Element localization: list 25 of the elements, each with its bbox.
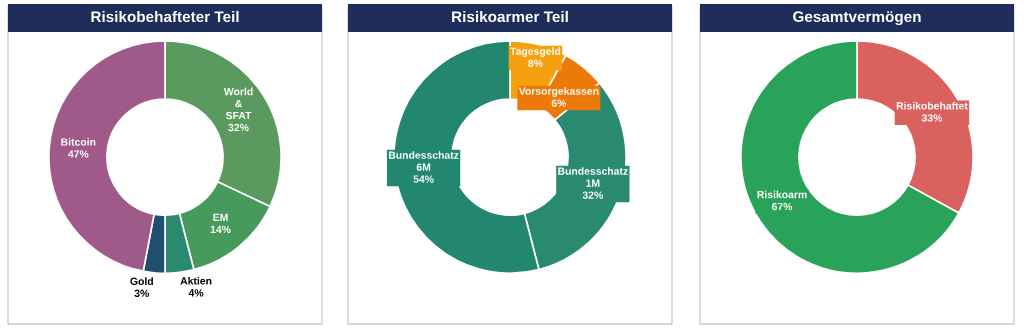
chart-title: Risikobehafteter Teil [91, 10, 239, 23]
data-label: 33% [921, 114, 943, 122]
slice-label: Bundesschatz 6M [388, 151, 459, 171]
data-label: 54% [413, 175, 434, 183]
chart-title: Gesamtvermögen [793, 11, 921, 26]
slice-label: Aktien [180, 276, 212, 285]
slice-label: Risikobehaftet [896, 101, 968, 110]
data-label: 32% [228, 123, 249, 132]
data-label: 6% [551, 99, 567, 107]
slice-label: Vorsorgekassen [518, 87, 599, 97]
slice-label: World & SFAT [223, 87, 253, 120]
data-label: 3% [134, 289, 150, 297]
chart-title: Risikoarmer Teil [452, 10, 568, 23]
slice-label: Risikoarm [757, 190, 807, 199]
slice-label: Bundesschatz 1M [558, 167, 628, 187]
data-label: 67% [771, 202, 793, 211]
data-label: 4% [188, 289, 204, 297]
data-label: 32% [582, 191, 603, 199]
slice-label: Tagesgeld [510, 47, 561, 57]
data-label: 14% [210, 225, 231, 233]
data-label: 8% [528, 59, 543, 67]
slice-label: EM [213, 213, 228, 221]
slice-label: Bitcoin [61, 138, 96, 146]
slice-label: Gold [130, 277, 153, 285]
data-label: 47% [68, 150, 89, 158]
